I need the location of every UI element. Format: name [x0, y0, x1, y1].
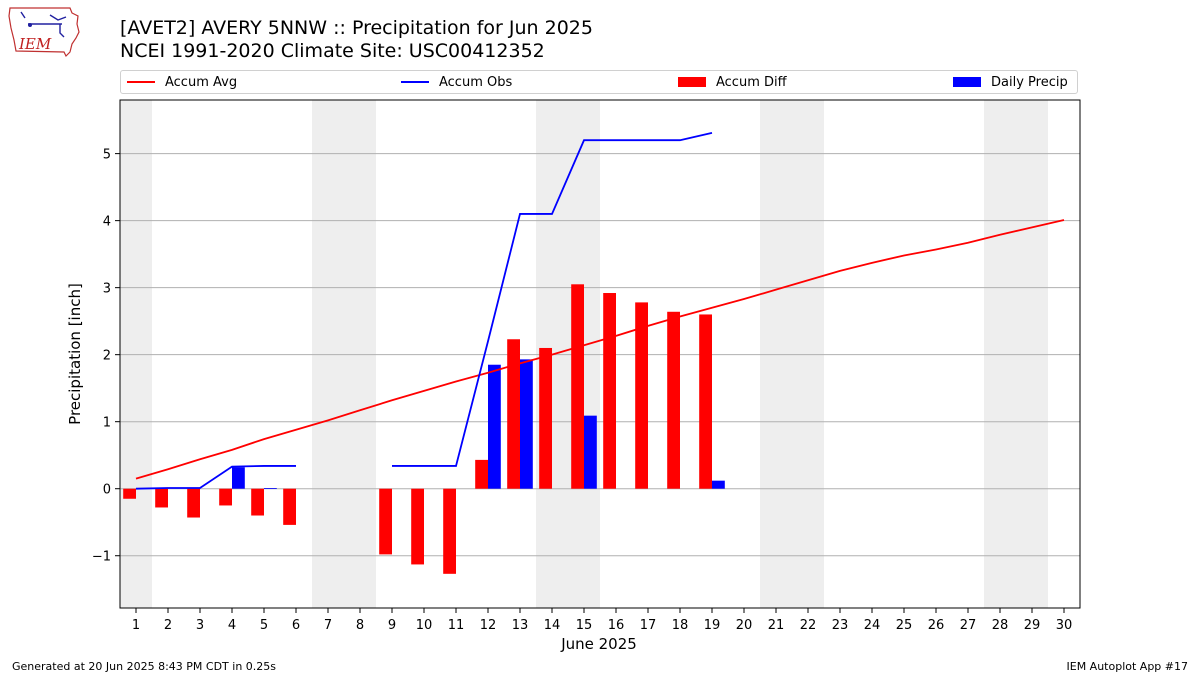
x-tick-label: 22 — [800, 618, 817, 633]
legend-swatch-accum-diff — [678, 77, 706, 87]
x-tick-label: 9 — [388, 618, 396, 633]
x-tick-label: 25 — [896, 618, 913, 633]
x-tick-label: 4 — [228, 618, 236, 633]
x-tick-label: 20 — [736, 618, 753, 633]
legend-label-daily-precip: Daily Precip — [991, 74, 1068, 90]
x-tick-label: 12 — [480, 618, 497, 633]
x-tick-label: 29 — [1024, 618, 1041, 633]
weekend-shade — [568, 100, 600, 608]
accum-obs-line — [392, 131, 713, 467]
accum-diff-bar — [507, 339, 520, 489]
x-tick-label: 1 — [132, 618, 140, 633]
accum-diff-bar — [251, 488, 264, 516]
x-tick-label: 23 — [832, 618, 849, 633]
daily-precip-bar — [264, 488, 277, 489]
accum-avg-line — [135, 219, 1065, 480]
y-tick-label: 5 — [103, 148, 111, 163]
x-tick-label: 28 — [992, 618, 1009, 633]
plot-frame — [119, 99, 1081, 609]
x-tick-label: 17 — [640, 618, 657, 633]
accum-diff-bar — [635, 302, 648, 489]
x-tick-label: 30 — [1056, 618, 1073, 633]
accum-diff-bar — [123, 488, 136, 499]
legend-label-accum-diff: Accum Diff — [716, 74, 787, 90]
x-tick-label: 3 — [196, 618, 204, 633]
iowa-state-outline-icon — [8, 7, 80, 58]
accum-diff-bar — [603, 293, 616, 489]
y-tick-label: 2 — [103, 349, 111, 364]
x-tick-label: 2 — [164, 618, 172, 633]
legend-label-accum-obs: Accum Obs — [439, 74, 513, 90]
y-tick-label: 1 — [103, 416, 111, 431]
x-tick-label: 14 — [544, 618, 561, 633]
legend-entry-accum-avg: Accum Avg — [127, 71, 237, 93]
weekend-shade — [760, 100, 792, 608]
x-tick-label: 8 — [356, 618, 364, 633]
legend-entry-accum-obs: Accum Obs — [401, 71, 512, 93]
accum-diff-bar — [379, 488, 392, 555]
weekend-shade — [792, 100, 824, 608]
x-tick-label: 6 — [292, 618, 300, 633]
chart-title: [AVET2] AVERY 5NNW :: Precipitation for … — [120, 17, 593, 39]
footer-app-label: IEM Autoplot App #17 — [1066, 660, 1189, 673]
x-tick-label: 18 — [672, 618, 689, 633]
y-tick-label: 3 — [103, 282, 111, 297]
legend-entry-accum-diff: Accum Diff — [678, 71, 787, 93]
x-tick-label: 13 — [512, 618, 529, 633]
weekend-shade — [984, 100, 1016, 608]
weekend-shade — [120, 100, 152, 608]
legend-swatch-accum-avg — [127, 81, 155, 83]
x-tick-label: 21 — [768, 618, 785, 633]
y-tick-label: 0 — [103, 483, 111, 498]
y-axis-label: Precipitation [inch] — [66, 283, 84, 425]
y-tick-label: −1 — [92, 550, 111, 565]
x-axis-label: June 2025 — [560, 635, 637, 653]
weekend-shade — [312, 100, 344, 608]
x-tick-label: 7 — [324, 618, 332, 633]
chart-subtitle: NCEI 1991-2020 Climate Site: USC00412352 — [120, 40, 545, 62]
accum-diff-bar — [667, 311, 680, 489]
weekend-shade — [344, 100, 376, 608]
accum-diff-bar — [155, 488, 168, 508]
accum-diff-bar — [283, 488, 296, 525]
accum-diff-bar — [539, 347, 552, 489]
x-tick-label: 11 — [448, 618, 465, 633]
daily-precip-bar — [584, 415, 597, 489]
x-tick-label: 15 — [576, 618, 593, 633]
accum-diff-bar — [219, 488, 232, 506]
x-tick-label: 19 — [704, 618, 721, 633]
daily-precip-bar — [520, 359, 533, 489]
accum-diff-bar — [699, 314, 712, 489]
daily-precip-bar — [488, 364, 501, 489]
x-tick-label: 27 — [960, 618, 977, 633]
accum-diff-bar — [187, 488, 200, 518]
accum-diff-bar — [475, 459, 488, 489]
legend-swatch-accum-obs — [401, 81, 429, 83]
legend-label-accum-avg: Accum Avg — [165, 74, 238, 90]
daily-precip-bar — [712, 480, 725, 489]
legend: Accum Avg Accum Obs Accum Diff Daily Pre… — [120, 70, 1078, 94]
x-tick-label: 10 — [416, 618, 433, 633]
legend-swatch-daily-precip — [953, 77, 981, 87]
accum-diff-bar — [411, 488, 424, 565]
logo-text: IEM — [18, 35, 52, 53]
accum-diff-bar — [443, 488, 456, 574]
iem-logo: IEM — [8, 7, 80, 58]
weekend-shade — [1016, 100, 1048, 608]
x-tick-label: 5 — [260, 618, 268, 633]
accum-diff-bar — [571, 284, 584, 489]
legend-entry-daily-precip: Daily Precip — [953, 71, 1068, 93]
x-tick-label: 16 — [608, 618, 625, 633]
weekend-shade — [536, 100, 568, 608]
footer-generated-text: Generated at 20 Jun 2025 8:43 PM CDT in … — [12, 660, 277, 673]
x-tick-label: 26 — [928, 618, 945, 633]
y-tick-label: 4 — [103, 215, 111, 230]
x-tick-label: 24 — [864, 618, 881, 633]
accum-obs-line — [135, 465, 296, 490]
daily-precip-bar — [232, 467, 245, 489]
